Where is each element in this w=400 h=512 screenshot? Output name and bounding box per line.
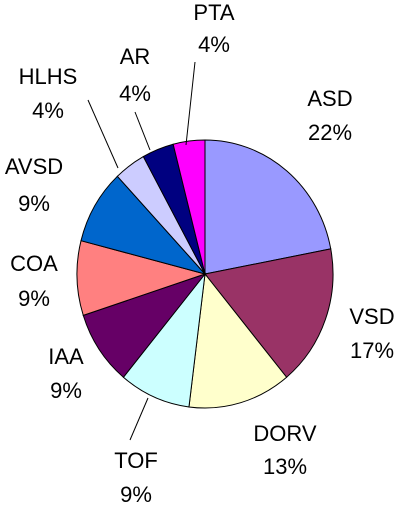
slice-label: COA <box>10 251 58 276</box>
slice-label: PTA <box>193 0 234 25</box>
pie-slice <box>188 272 288 409</box>
slice-percent: 4% <box>32 98 64 123</box>
slice-label: TOF <box>114 448 158 473</box>
leader-line <box>87 99 119 169</box>
slice-percent: 17% <box>350 338 394 363</box>
leader-line <box>129 397 149 441</box>
pie-slice <box>172 139 206 275</box>
slice-label: HLHS <box>19 64 78 89</box>
slice-percent: 9% <box>50 378 82 403</box>
slice-percent: 9% <box>18 191 50 216</box>
slice-percent: 4% <box>119 81 151 106</box>
slice-percent: 22% <box>308 120 352 145</box>
slice-label: VSD <box>349 304 394 329</box>
slice-percent: 9% <box>120 482 152 507</box>
slice-label: IAA <box>48 344 84 369</box>
slice-label: DORV <box>253 421 316 446</box>
slice-percent: 4% <box>198 32 230 57</box>
leader-line <box>185 61 196 146</box>
pie-slice <box>204 139 332 275</box>
leader-line <box>134 111 151 151</box>
pie-slice <box>204 248 334 378</box>
slice-label: AVSD <box>5 154 63 179</box>
slice-percent: 13% <box>263 454 307 479</box>
slice-label: AR <box>120 44 151 69</box>
slice-label: ASD <box>307 86 352 111</box>
slice-percent: 9% <box>18 286 50 311</box>
